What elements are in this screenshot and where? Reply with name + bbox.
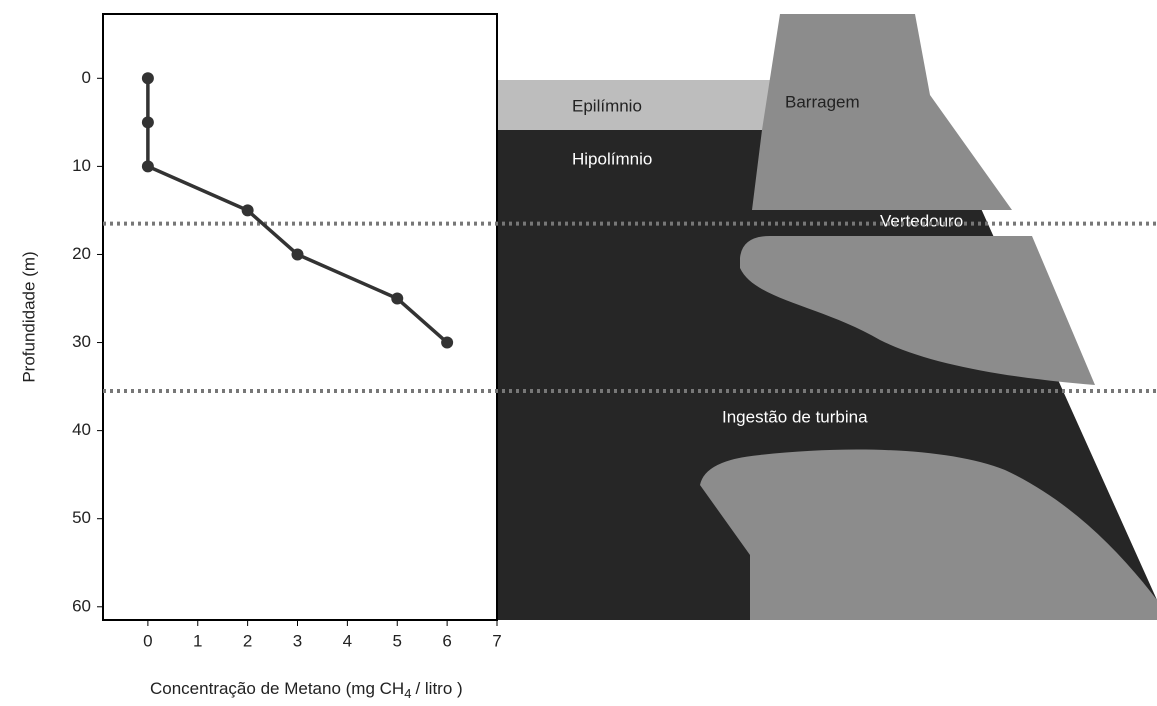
x-tick-label: 1 xyxy=(193,631,202,650)
data-point xyxy=(141,160,154,173)
data-point xyxy=(141,72,154,85)
hypolimnion-label: Hipolímnio xyxy=(572,149,652,168)
x-label-sub: 4 xyxy=(404,686,411,701)
y-tick-label: 50 xyxy=(72,508,91,527)
turbine-label: Ingestão de turbina xyxy=(722,407,868,426)
x-tick-label: 4 xyxy=(343,631,352,650)
epilimnion-layer xyxy=(497,80,772,130)
x-label-end: / litro ) xyxy=(415,679,462,698)
epilimnion-label: Epilímnio xyxy=(572,96,642,115)
dam-label: Barragem xyxy=(785,92,860,111)
x-tick-label: 6 xyxy=(442,631,451,650)
x-tick-label: 7 xyxy=(492,631,501,650)
x-tick-label: 5 xyxy=(393,631,402,650)
spillway-label: Vertedouro xyxy=(880,211,963,230)
y-axis-label: Profundidade (m) xyxy=(19,251,38,382)
dam-upper xyxy=(752,14,1012,210)
dam-lower xyxy=(700,449,1157,620)
y-tick-label: 10 xyxy=(72,156,91,175)
data-point xyxy=(391,292,404,305)
x-axis-label: Concentração de Metano (mg CH4 / litro ) xyxy=(150,679,463,701)
y-tick-label: 30 xyxy=(72,332,91,351)
y-tick-label: 60 xyxy=(72,596,91,615)
x-tick-label: 0 xyxy=(143,631,152,650)
x-label-unit: (mg CH xyxy=(346,679,405,698)
x-label-text: Concentração de Metano xyxy=(150,679,341,698)
data-point xyxy=(141,116,154,129)
data-point xyxy=(291,248,304,261)
y-tick-label: 20 xyxy=(72,244,91,263)
plot-area xyxy=(102,13,498,621)
y-tick-label: 0 xyxy=(82,68,91,87)
data-point xyxy=(441,336,454,349)
y-tick-label: 40 xyxy=(72,420,91,439)
dam-middle xyxy=(740,236,1095,385)
x-tick-label: 2 xyxy=(243,631,252,650)
data-point xyxy=(241,204,254,217)
x-tick-label: 3 xyxy=(293,631,302,650)
